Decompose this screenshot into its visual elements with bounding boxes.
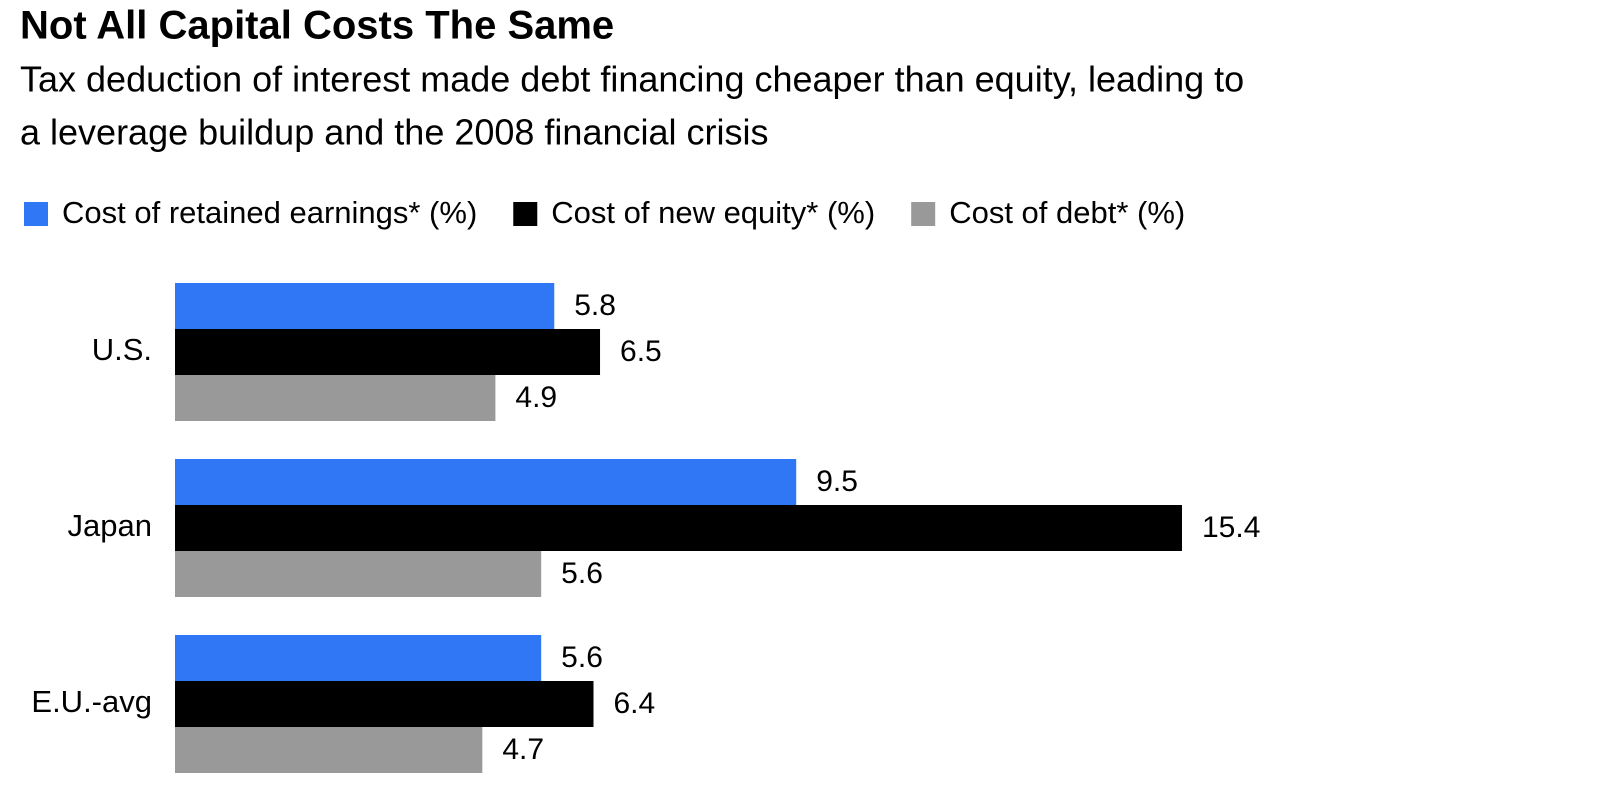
bar — [175, 329, 601, 375]
bar — [175, 375, 496, 421]
value-label: 15.4 — [1202, 511, 1260, 544]
legend-swatch — [911, 202, 936, 226]
bar — [175, 727, 483, 773]
bar — [175, 505, 1182, 551]
legend-swatch — [24, 202, 48, 226]
legend-label: Cost of retained earnings* (%) — [62, 195, 477, 230]
bar — [175, 283, 555, 329]
bar — [175, 459, 797, 505]
value-label: 9.5 — [816, 465, 858, 498]
value-label: 5.6 — [561, 557, 603, 590]
legend-label: Cost of new equity* (%) — [551, 195, 875, 230]
category-label: E.U.-avg — [31, 684, 152, 719]
category-label: U.S. — [92, 332, 152, 367]
category-label: Japan — [68, 508, 152, 543]
value-label: 6.4 — [613, 687, 655, 720]
value-label: 5.6 — [561, 641, 603, 674]
chart-subtitle: a leverage buildup and the 2008 financia… — [20, 112, 769, 153]
value-label: 5.8 — [574, 289, 616, 322]
bar — [175, 681, 594, 727]
value-label: 6.5 — [620, 335, 662, 368]
legend-swatch — [513, 202, 538, 226]
bar — [175, 551, 542, 597]
chart-title: Not All Capital Costs The Same — [20, 4, 614, 48]
chart-subtitle: Tax deduction of interest made debt fina… — [20, 59, 1244, 100]
bar — [175, 635, 542, 681]
legend-label: Cost of debt* (%) — [949, 195, 1185, 230]
value-label: 4.9 — [515, 381, 557, 414]
value-label: 4.7 — [502, 733, 544, 766]
